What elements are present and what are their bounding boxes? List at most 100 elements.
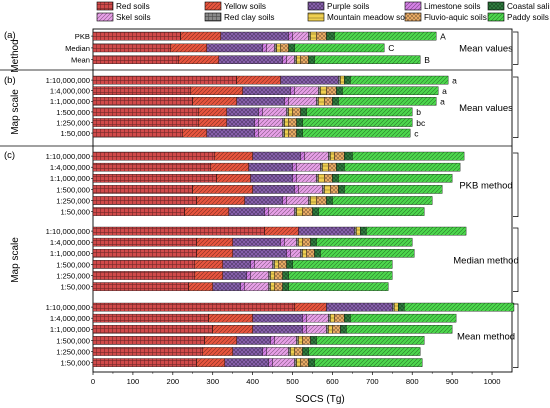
bar-segment-paddy-soils [306, 107, 413, 117]
y-tick-label: 1:1,000,000 [50, 249, 90, 258]
bar-segment-paddy-soils [342, 86, 439, 95]
bar-segment-purple-soils [226, 118, 255, 127]
bar-segment-red-soils [92, 162, 211, 172]
legend-label-yellow-soils: Yellow soils [224, 2, 266, 11]
bar-segment-yellow-soils [180, 31, 221, 41]
bar-segment-limestone-soils [240, 282, 245, 291]
y-tick-label: 1:500,000 [56, 108, 90, 117]
bar-segment-mountain-meadow-soils [302, 249, 307, 258]
bar-segment-mountain-meadow-soils [296, 55, 301, 64]
legend-label-paddy-soils: Paddy soils [507, 13, 549, 22]
bar-segment-yellow-soils [208, 313, 253, 323]
bar-segment-paddy-soils [316, 336, 425, 345]
bar-segment-red-clay-soils [328, 151, 331, 161]
bar-segment-yellow-soils [194, 260, 223, 269]
bar-segment-red-clay-soils [296, 237, 299, 247]
bar-segment-paddy-soils [294, 43, 385, 53]
x-tick-label: 300 [206, 377, 219, 386]
bar-segment-mountain-meadow-soils [310, 31, 317, 41]
bar-b-1-50-000 [92, 128, 411, 138]
legend-label-purple-soils: Purple soils [327, 2, 369, 11]
bar-segment-limestone-soils [282, 55, 287, 64]
bar-segment-purple-soils [248, 162, 293, 172]
group-bracket [513, 31, 519, 65]
y-tick-label: 1:50,000 [60, 283, 90, 292]
bar-segment-yellow-soils [204, 336, 237, 345]
bar-segment-purple-soils [236, 336, 271, 345]
bar-segment-fluvio-aquic-soils [324, 174, 333, 183]
legend-label-red-clay-soils: Red clay soils [224, 13, 275, 22]
bar-segment-red-clay-soils [294, 358, 297, 367]
y-tick-label: 1:250,000 [56, 271, 90, 280]
bar-segment-red-soils [92, 313, 209, 323]
x-tick-label: 1000 [484, 377, 501, 386]
bar-segment-purple-soils [280, 75, 339, 85]
bar-segment-fluvio-aquic-soils [330, 185, 339, 194]
bar-segment-purple-soils [228, 207, 265, 216]
bar-segment-red-soils [92, 271, 195, 280]
bar-segment-coastal-saline-soils [310, 336, 317, 345]
bar-segment-fluvio-aquic-soils [316, 196, 327, 205]
legend-item-red-clay-soils: Red clay soils [204, 12, 275, 22]
bar-segment-red-clay-soils [322, 185, 325, 194]
significance-label: b [416, 107, 421, 117]
bar-segment-coastal-saline-soils [310, 237, 317, 247]
bar-segment-limestone-soils [290, 86, 295, 95]
panel-c-axis-title: Map scale [10, 237, 21, 283]
bar-segment-yellow-soils [184, 207, 229, 216]
bar-segment-red-soils [92, 174, 217, 183]
bar-segment-limestone-soils [280, 237, 285, 247]
y-tick-label: 1:4,000,000 [50, 163, 90, 172]
bar-segment-fluvio-aquic-soils [302, 207, 313, 216]
bar-segment-purple-soils [250, 174, 293, 183]
bar-segment-coastal-saline-soils [296, 128, 303, 138]
bar-segment-skel-soils [298, 185, 323, 194]
bar-segment-coastal-saline-soils [332, 174, 339, 183]
bar-segment-coastal-saline-soils [398, 302, 405, 312]
bar-segment-mountain-meadow-soils [298, 336, 303, 345]
bar-segment-purple-soils [222, 271, 247, 280]
bar-segment-yellow-soils [170, 43, 207, 53]
bar-segment-purple-soils [298, 226, 355, 236]
bar-segment-coastal-saline-soils [344, 151, 353, 161]
y-tick-label: 1:1,000,000 [50, 97, 90, 106]
bar-segment-mountain-meadow-soils [356, 226, 361, 236]
bar-segment-coastal-saline-soils [302, 347, 309, 356]
bar-segment-red-soils [92, 336, 205, 345]
group-bracket [513, 152, 519, 217]
x-axis-title: SOCS (Tg) [295, 394, 344, 405]
significance-label: A [440, 31, 446, 41]
bar-segment-coastal-saline-soils [288, 43, 295, 53]
legend-item-coastal-saline-soils: Coastal saline soils [487, 1, 550, 11]
bar-segment-limestone-soils [302, 313, 307, 323]
bar-segment-red-clay-soils [316, 174, 319, 183]
bar-segment-purple-soils [232, 347, 263, 356]
bar-segment-yellow-soils [264, 226, 299, 236]
bar-c2-1-10-000-000 [92, 302, 515, 312]
y-tick-label: 1:10,000,000 [46, 152, 90, 161]
bar-segment-fluvio-aquic-soils [292, 107, 301, 117]
bar-c1-1-500-000 [92, 260, 393, 269]
bar-segment-skel-soils [306, 325, 327, 334]
bar-segment-fluvio-aquic-soils [300, 358, 309, 367]
bar-segment-paddy-soils [316, 237, 413, 247]
bar-segment-fluvio-aquic-soils [306, 249, 315, 258]
bar-segment-red-clay-soils [282, 128, 285, 138]
bar-segment-paddy-soils [308, 347, 421, 356]
bar-segment-paddy-soils [366, 226, 467, 236]
bar-segment-coastal-saline-soils [300, 107, 307, 117]
bar-c1-1-4-000-000 [92, 237, 413, 247]
legend-swatch-red-soils [96, 1, 114, 11]
x-axis: SOCS (Tg) 0 100 200 300 400 500 600 700 800 900 10… [91, 372, 501, 405]
bar-segment-yellow-soils [196, 249, 233, 258]
y-tick-label: 1:50,000 [60, 208, 90, 217]
y-tick-label: 1:10,000,000 [46, 303, 90, 312]
significance-label: a [442, 86, 447, 96]
bar-segment-fluvio-aquic-soils [332, 325, 341, 334]
bar-segment-red-soils [92, 302, 295, 312]
bar-segment-yellow-soils [210, 162, 249, 172]
bar-segment-red-clay-soils [288, 347, 291, 356]
bar-segment-paddy-soils [334, 31, 437, 41]
bar-segment-skel-soils [286, 196, 309, 205]
bar-segment-skel-soils [262, 107, 287, 117]
